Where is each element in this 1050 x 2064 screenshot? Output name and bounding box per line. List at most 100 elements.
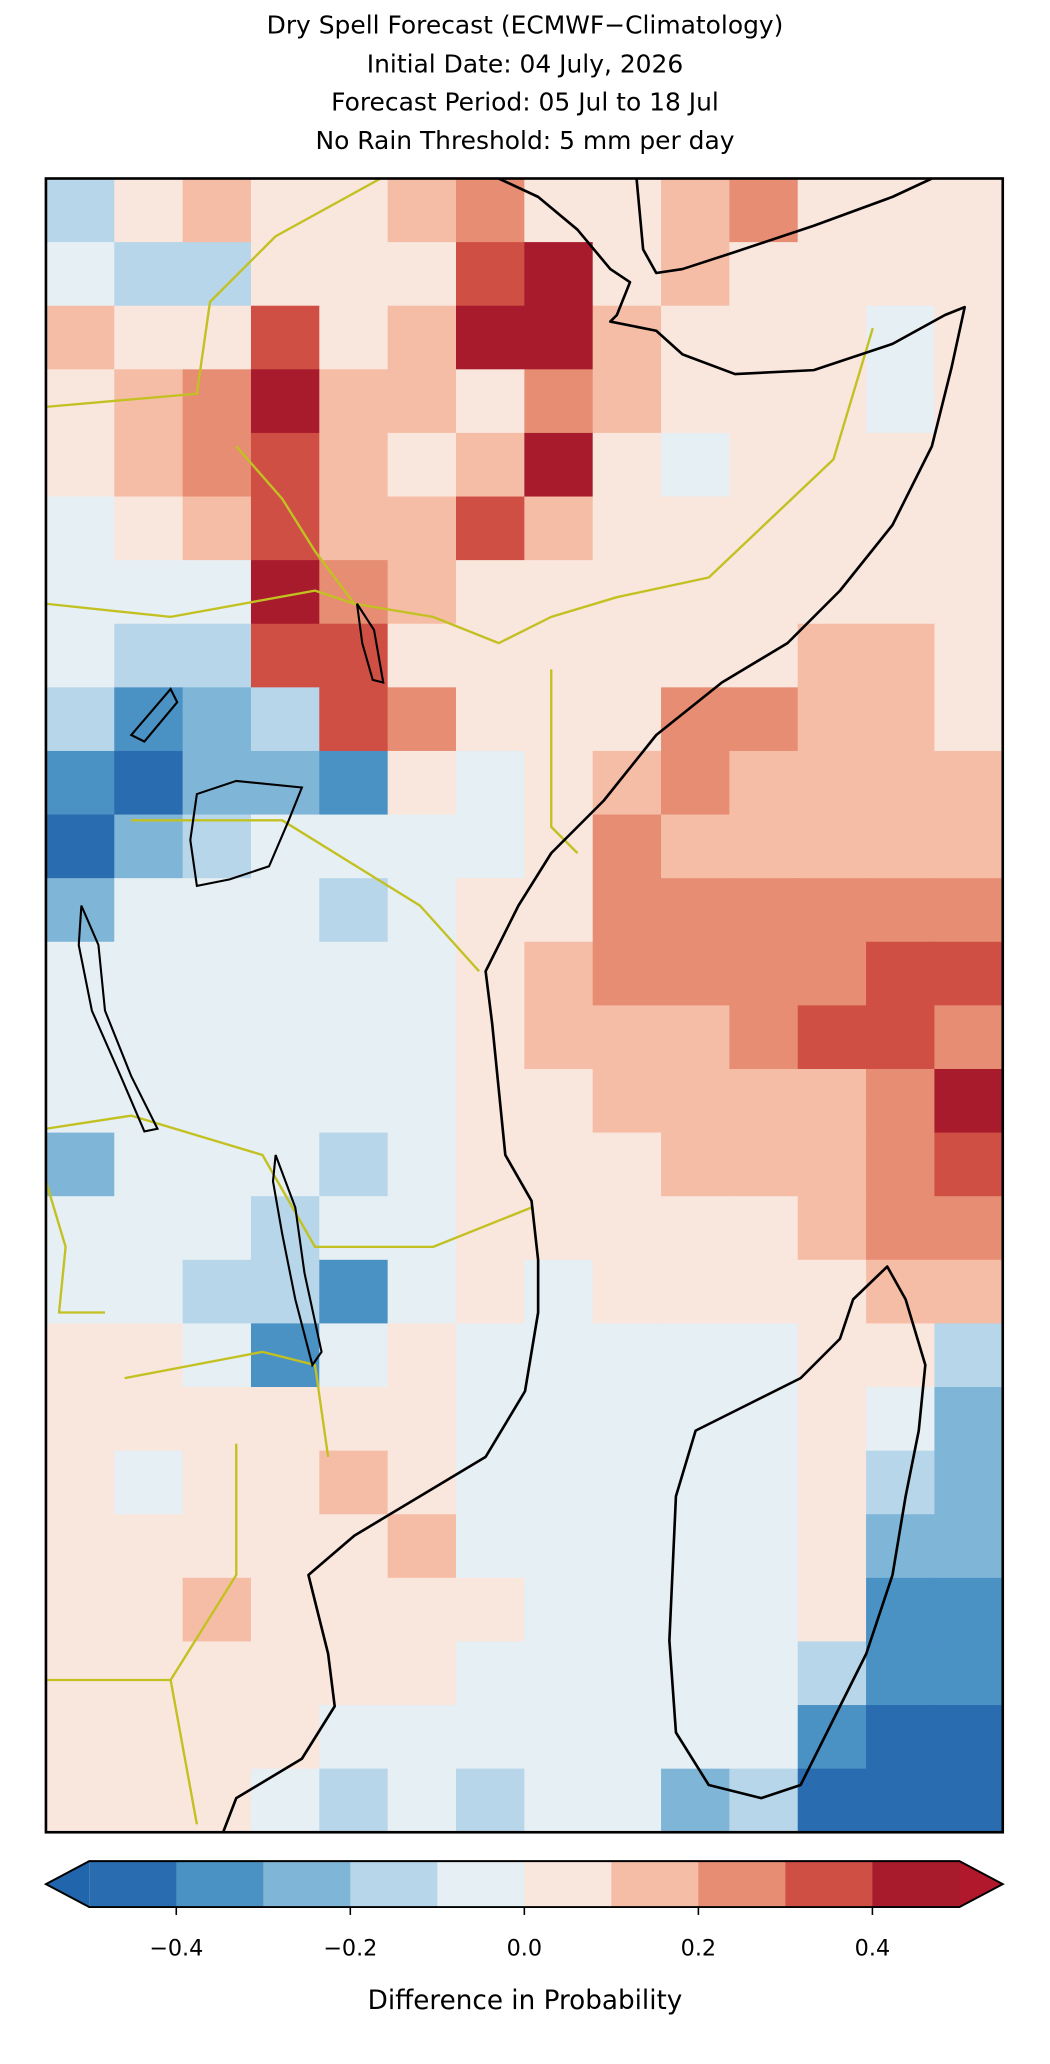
heatmap-cell (524, 242, 594, 307)
heatmap-cell (45, 687, 115, 752)
heatmap-cell (45, 305, 115, 370)
heatmap-cell (455, 496, 525, 561)
heatmap-cell (387, 878, 457, 943)
heatmap-cell (387, 560, 457, 625)
heatmap-cell (45, 1259, 115, 1325)
heatmap-cell (250, 1705, 320, 1770)
heatmap-cell (45, 1450, 115, 1515)
heatmap-cell (797, 687, 867, 752)
heatmap-cell (319, 1577, 389, 1643)
colorbar-segment (350, 1861, 438, 1908)
heatmap-cell (319, 178, 389, 243)
heatmap-cell (114, 1132, 184, 1197)
colorbar-label: Difference in Probability (368, 1986, 683, 2016)
heatmap-cell (524, 1005, 594, 1070)
heatmap-cell (250, 878, 320, 943)
heatmap-cell (114, 1705, 184, 1770)
heatmap-cell (387, 242, 457, 307)
heatmap-cell (797, 1450, 867, 1515)
lake (189, 779, 304, 888)
heatmap-cell (797, 496, 867, 561)
coastline (668, 1265, 927, 1800)
heatmap-cell (455, 242, 525, 307)
heatmap-cell (250, 1641, 320, 1706)
heatmap-cell (934, 432, 1004, 498)
heatmap-cell (114, 1514, 184, 1579)
heatmap-cell (797, 878, 867, 943)
heatmap-cell (592, 1450, 662, 1515)
heatmap-cell (592, 1068, 662, 1134)
heatmap-cell (182, 750, 252, 816)
heatmap-cell (455, 1641, 525, 1706)
colorbar-segment (524, 1861, 613, 1908)
heatmap-cell (661, 878, 731, 943)
heatmap-cell (729, 1323, 799, 1388)
heatmap-cell (934, 305, 1004, 370)
heatmap-cell (114, 496, 184, 561)
heatmap-cell (319, 878, 389, 943)
heatmap-cell (934, 560, 1004, 625)
heatmap-cell (524, 369, 594, 434)
heatmap-cell (45, 560, 115, 625)
colorbar-segment (698, 1861, 787, 1908)
title-line: Initial Date: 04 July, 2026 (367, 50, 684, 79)
heatmap-cell (114, 1005, 184, 1070)
border (45, 589, 355, 619)
border (550, 669, 579, 854)
heatmap-cell (319, 432, 389, 498)
heatmap-cell (797, 1577, 867, 1643)
heatmap-cell (729, 750, 799, 816)
heatmap-cell (524, 305, 594, 370)
heatmap-cell (455, 432, 525, 498)
heatmap-cell (866, 1005, 936, 1070)
heatmap-cell (866, 1387, 936, 1452)
heatmap-cell (114, 178, 184, 243)
heatmap-cell (387, 178, 457, 243)
heatmap-cell (934, 1514, 1004, 1579)
heatmap-cell (797, 432, 867, 498)
heatmap-cell (319, 1259, 389, 1325)
heatmap-cell (455, 1577, 525, 1643)
heatmap-cell (455, 750, 525, 816)
border (45, 1114, 533, 1249)
heatmap-cell (729, 1068, 799, 1134)
heatmap-cell (250, 1577, 320, 1643)
heatmap-cell (524, 1641, 594, 1706)
heatmap-cell (797, 1323, 867, 1388)
heatmap-cell (797, 1259, 867, 1325)
heatmap-cell (729, 305, 799, 370)
heatmap-cell (729, 178, 799, 243)
heatmap-cell (592, 242, 662, 307)
border (124, 1350, 330, 1458)
heatmap-cell (387, 1450, 457, 1515)
heatmap-cell (250, 369, 320, 434)
heatmap-cell (661, 750, 731, 816)
heatmap-cell (45, 1577, 115, 1643)
heatmap-cell (182, 369, 252, 434)
heatmap-cell (592, 750, 662, 816)
heatmap-cell (455, 1705, 525, 1770)
heatmap-cell (661, 1705, 731, 1770)
heatmap-cell (524, 496, 594, 561)
heatmap-cell (114, 432, 184, 498)
colorbar-tick-label: −0.2 (323, 1936, 377, 1962)
heatmap-cell (729, 560, 799, 625)
heatmap-cell (592, 369, 662, 434)
heatmap-cell (182, 687, 252, 752)
heatmap-cell (524, 687, 594, 752)
heatmap-cell (661, 623, 731, 689)
heatmap-cell (319, 750, 389, 816)
heatmap-cell (524, 1577, 594, 1643)
colorbar-segment (176, 1861, 264, 1908)
heatmap-cell (934, 1068, 1004, 1134)
heatmap-cell (866, 1641, 936, 1706)
heatmap-cell (45, 1705, 115, 1770)
heatmap-cell (45, 1323, 115, 1388)
heatmap-cell (934, 1705, 1004, 1770)
heatmap-cell (592, 1132, 662, 1197)
heatmap-cell (45, 178, 115, 243)
heatmap-cell (866, 305, 936, 370)
border (131, 819, 480, 973)
heatmap-cell (114, 1323, 184, 1388)
